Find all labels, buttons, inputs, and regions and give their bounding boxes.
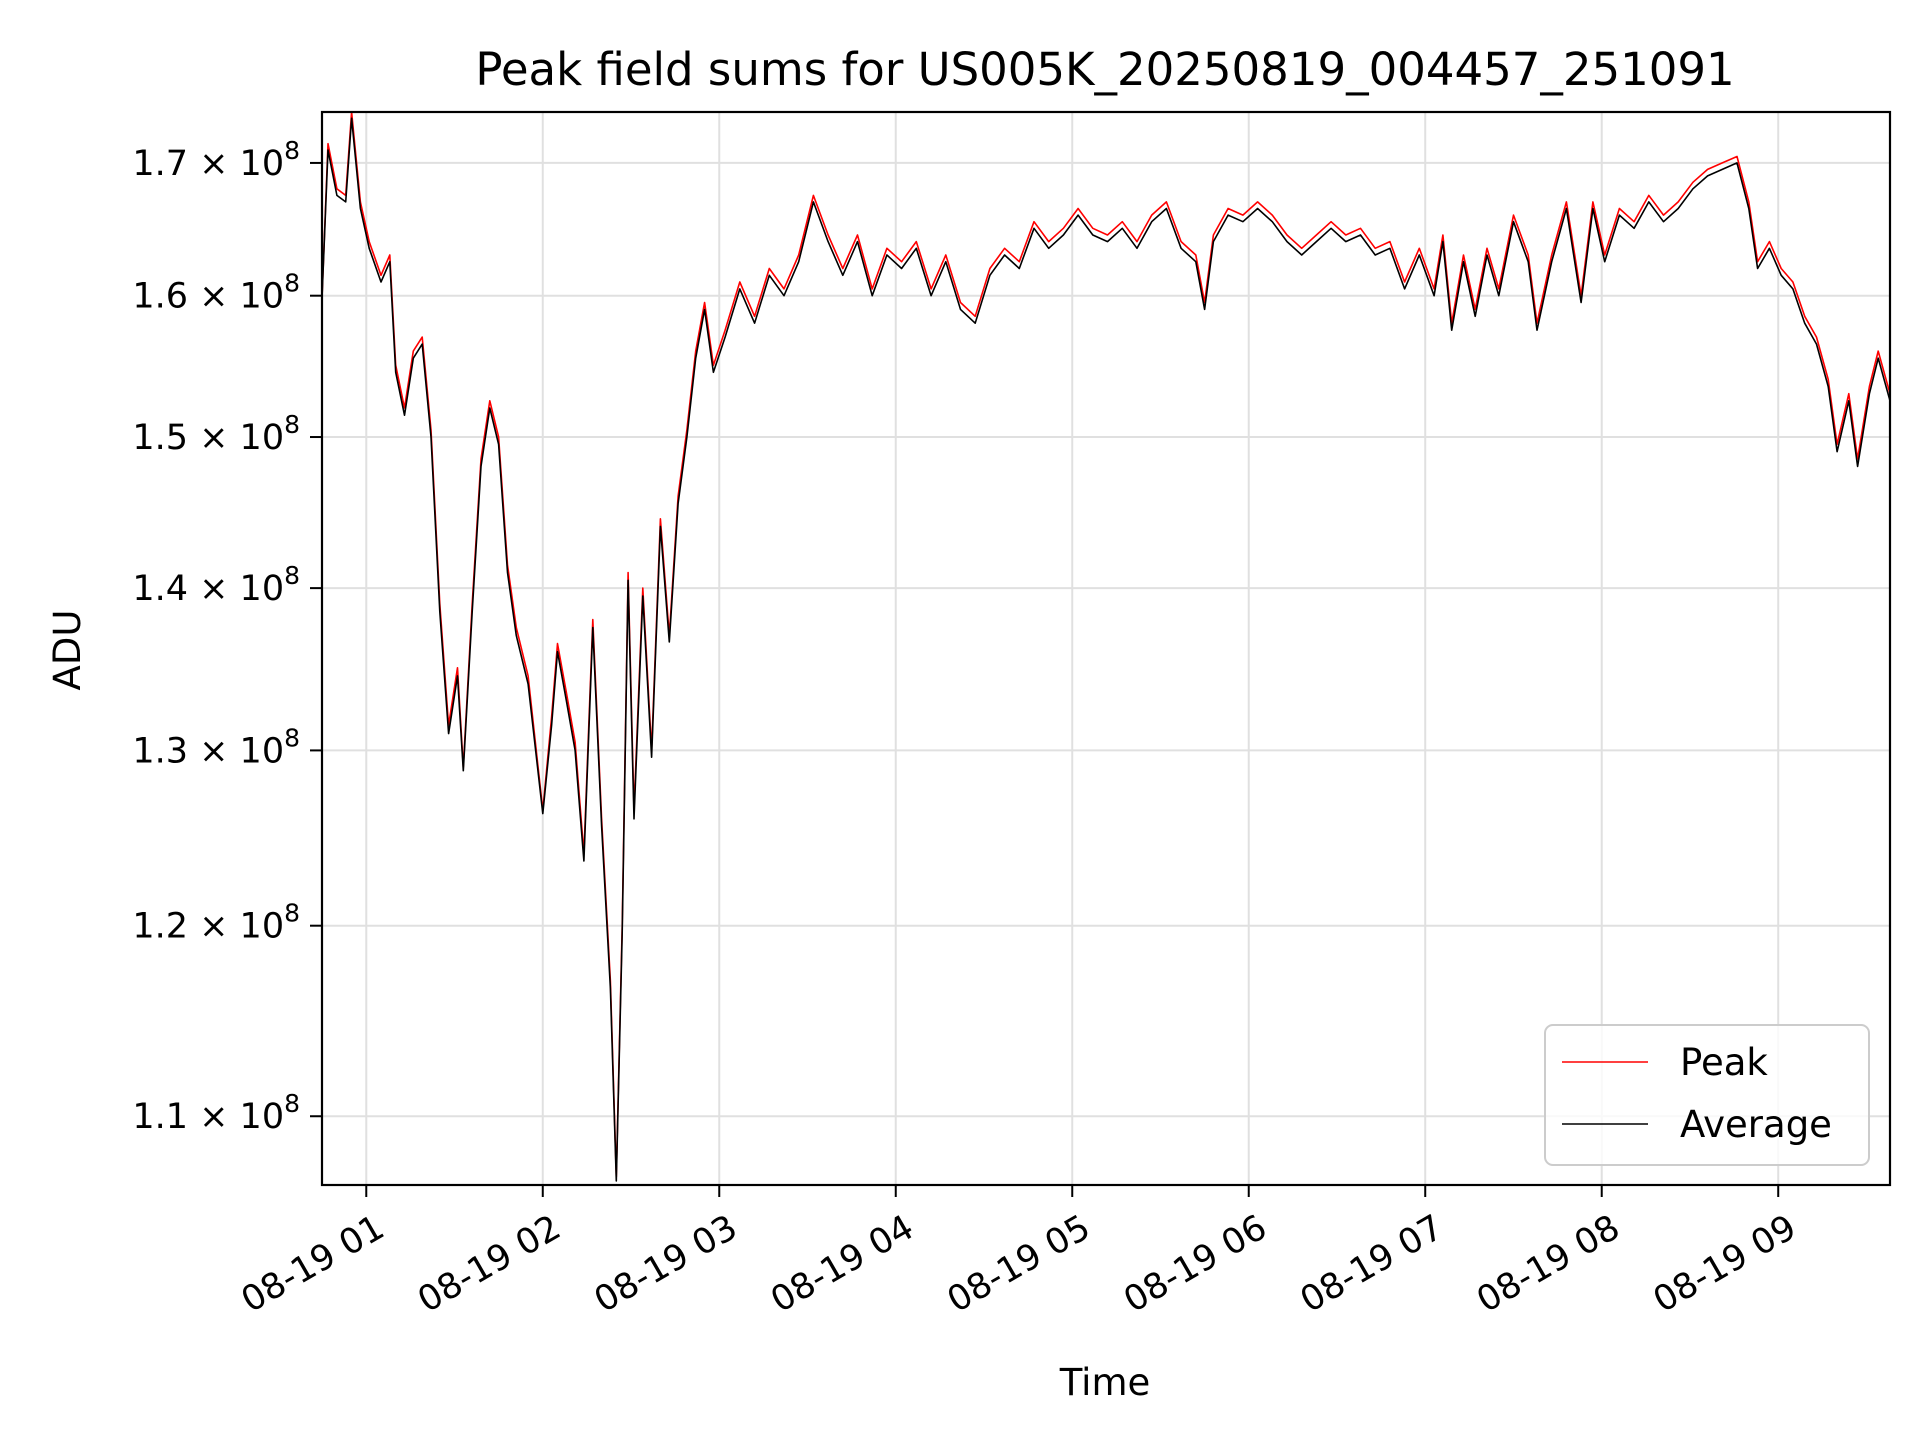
series-lines xyxy=(322,112,1890,1182)
plot-frame xyxy=(320,110,1892,1187)
chart-title: Peak field sums for US005K_20250819_0044… xyxy=(475,43,1734,96)
legend-box xyxy=(1544,1024,1870,1166)
y-tick-label: 1.2 × 108 xyxy=(132,899,300,947)
y-tick-label: 1.5 × 108 xyxy=(132,410,300,458)
grid-lines xyxy=(322,112,1890,1185)
y-tick-label: 1.6 × 108 xyxy=(132,269,300,317)
series-line-peak xyxy=(322,112,1890,1178)
y-tick-label: 1.3 × 108 xyxy=(132,723,300,771)
legend: Peak Average xyxy=(1544,1024,1870,1166)
y-tick-label: 1.1 × 108 xyxy=(132,1089,300,1137)
series-line-average xyxy=(322,117,1890,1182)
legend-label-average: Average xyxy=(1680,1103,1832,1146)
x-axis-label: Time xyxy=(1059,1361,1151,1404)
y-axis-label: ADU xyxy=(46,610,89,691)
y-tick-label: 1.7 × 108 xyxy=(132,136,300,184)
y-tick-label: 1.4 × 108 xyxy=(132,561,300,609)
legend-label-peak: Peak xyxy=(1680,1041,1768,1084)
